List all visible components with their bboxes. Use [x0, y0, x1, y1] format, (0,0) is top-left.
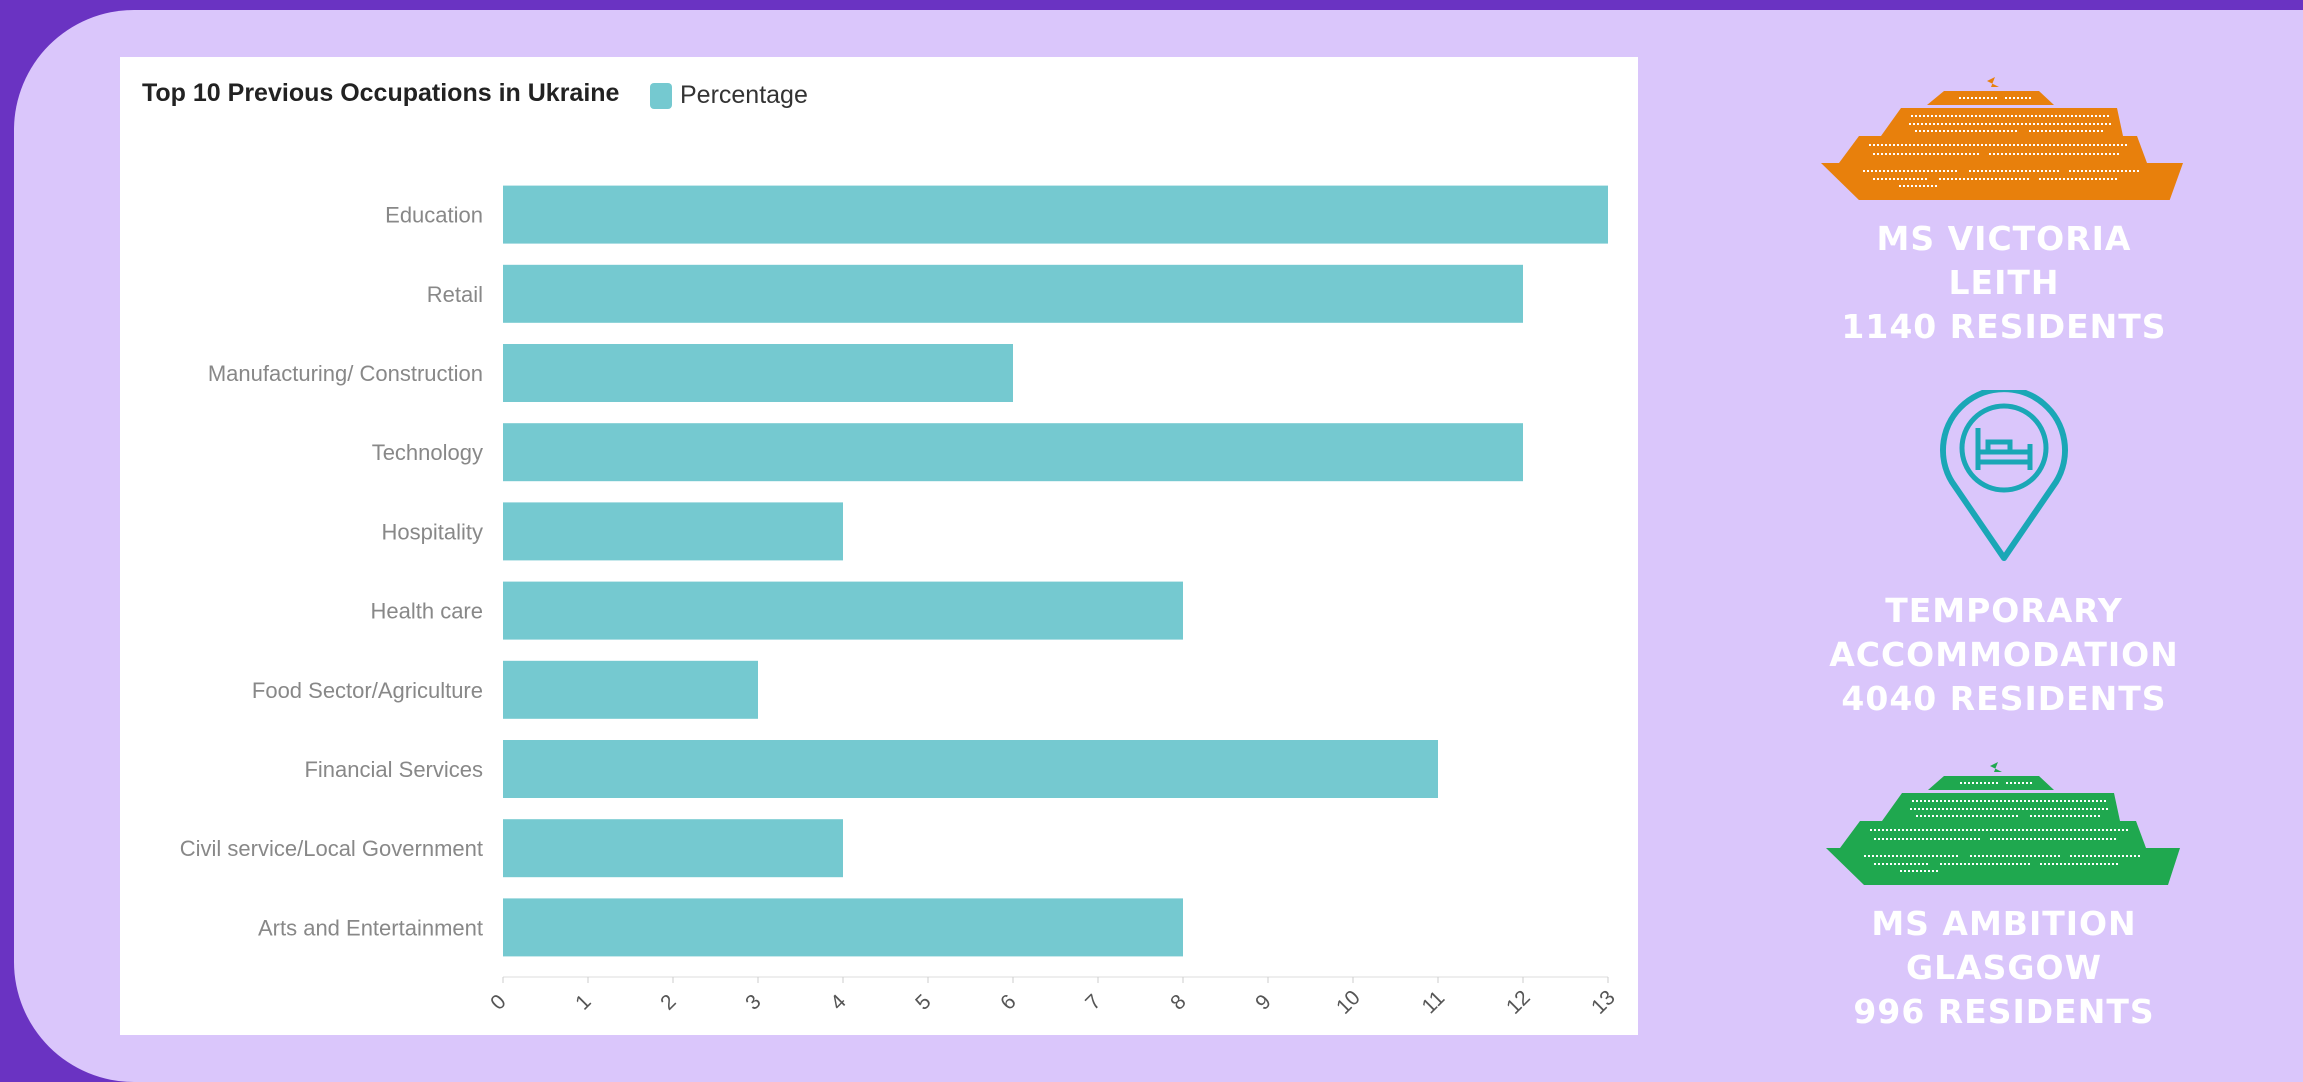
category-label: Retail	[427, 282, 483, 307]
category-label: Education	[385, 203, 483, 228]
x-tick-label: 7	[1081, 990, 1106, 1015]
bar	[503, 660, 758, 719]
category-label: Food Sector/Agriculture	[252, 678, 483, 703]
x-tick-label: 0	[486, 990, 511, 1015]
legend-label: Percentage	[680, 81, 808, 109]
resident-count: 996 RESIDENTS	[1853, 992, 2155, 1031]
ship-icon	[1826, 762, 2180, 885]
x-tick-label: 1	[571, 990, 596, 1015]
accommodation-title: TEMPORARY	[1885, 591, 2123, 630]
accommodation-card: TEMPORARY ACCOMMODATION 4040 RESIDENTS	[1754, 386, 2254, 721]
ambition-card: MS AMBITION GLASGOW 996 RESIDENTS	[1754, 760, 2254, 1034]
ship-icon	[1821, 77, 2183, 202]
ship-name: MS VICTORIA	[1876, 219, 2132, 258]
x-tick-label: 3	[741, 990, 766, 1015]
x-tick-label: 6	[996, 990, 1021, 1015]
category-label: Financial Services	[304, 757, 483, 782]
accommodation-label: TEMPORARY ACCOMMODATION 4040 RESIDENTS	[1754, 589, 2254, 721]
bar	[503, 502, 843, 561]
chart-legend: Percentage	[650, 81, 808, 110]
resident-count: 1140 RESIDENTS	[1841, 307, 2167, 346]
accommodation-subtitle: ACCOMMODATION	[1829, 635, 2179, 674]
bar	[503, 264, 1523, 323]
x-tick-label: 13	[1587, 986, 1620, 1019]
x-tick-label: 5	[911, 990, 936, 1015]
bar	[503, 740, 1438, 798]
x-tick-label: 8	[1166, 990, 1191, 1015]
x-tick-label: 10	[1332, 986, 1365, 1019]
bar	[503, 819, 843, 878]
bar-chart: Education Retail Manufacturing/ Constructi…	[180, 185, 1620, 1019]
x-tick-label: 12	[1502, 986, 1535, 1019]
bar	[503, 581, 1183, 640]
victoria-label: MS VICTORIA LEITH 1140 RESIDENTS	[1754, 217, 2254, 349]
category-label: Hospitality	[382, 519, 483, 544]
ambition-label: MS AMBITION GLASGOW 996 RESIDENTS	[1754, 902, 2254, 1034]
category-label: Civil service/Local Government	[180, 836, 483, 861]
x-tick-label: 11	[1418, 987, 1450, 1019]
bar	[503, 423, 1523, 482]
x-tick-label: 4	[826, 990, 851, 1015]
victoria-card: MS VICTORIA LEITH 1140 RESIDENTS	[1754, 75, 2254, 349]
category-label: Health care	[370, 599, 483, 624]
category-label: Manufacturing/ Construction	[208, 361, 483, 386]
category-label: Technology	[372, 440, 483, 465]
ship-name: MS AMBITION	[1871, 904, 2137, 943]
hotel-pin-icon	[1940, 386, 2068, 561]
infographic-panel: Top 10 Previous Occupations in Ukraine P…	[14, 10, 2303, 1082]
x-tick-label: 2	[656, 990, 681, 1015]
bar	[503, 898, 1183, 957]
legend-swatch	[650, 82, 672, 109]
x-tick-label: 9	[1251, 990, 1276, 1015]
ship-location: LEITH	[1948, 263, 2060, 302]
bar	[503, 344, 1013, 402]
category-label: Arts and Entertainment	[258, 915, 483, 940]
side-panel: MS VICTORIA LEITH 1140 RESIDENTS TEMPORA…	[1754, 10, 2254, 1082]
resident-count: 4040 RESIDENTS	[1841, 679, 2167, 718]
chart-card: Top 10 Previous Occupations in Ukraine P…	[120, 57, 1638, 1035]
chart-title: Top 10 Previous Occupations in Ukraine	[142, 79, 620, 107]
bar	[503, 185, 1608, 244]
ship-location: GLASGOW	[1906, 948, 2102, 987]
